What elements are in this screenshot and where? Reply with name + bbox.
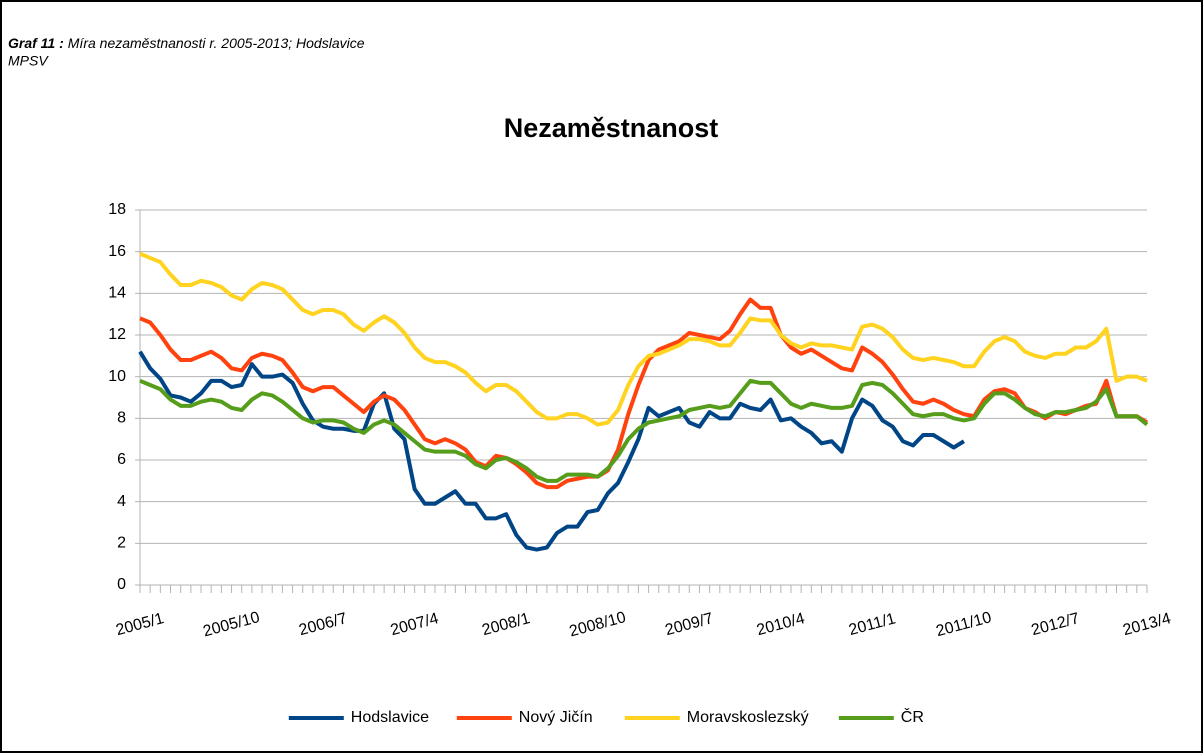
y-tick-label: 14 [108,285,126,302]
y-tick-label: 0 [117,576,126,593]
series-line [139,378,1149,483]
series-line [139,251,1148,427]
y-tick-label: 8 [117,410,126,427]
heading-text: Míra nezaměstnanosti r. 2005-2013; Hodsl… [68,35,365,51]
source: MPSV [8,53,49,69]
y-tick-label: 4 [117,493,126,510]
legend-label: Nový Jičín [519,709,593,726]
y-tick-label: 18 [108,201,126,218]
heading-label: Graf 11 : [8,35,64,51]
chart-title: Nezaměstnanost [504,113,719,143]
y-tick-label: 12 [108,326,126,343]
y-tick-label: 16 [108,243,126,260]
y-tick-label: 10 [108,368,126,385]
heading: Graf 11 : Míra nezaměstnanosti r. 2005-20… [8,35,365,51]
series-line [138,350,965,552]
legend-label: ČR [901,707,924,726]
y-tick-label: 2 [117,535,126,552]
y-tick-label: 6 [117,451,126,468]
legend-label: Moravskoslezský [687,709,809,726]
legend-label: Hodslavice [351,709,429,726]
